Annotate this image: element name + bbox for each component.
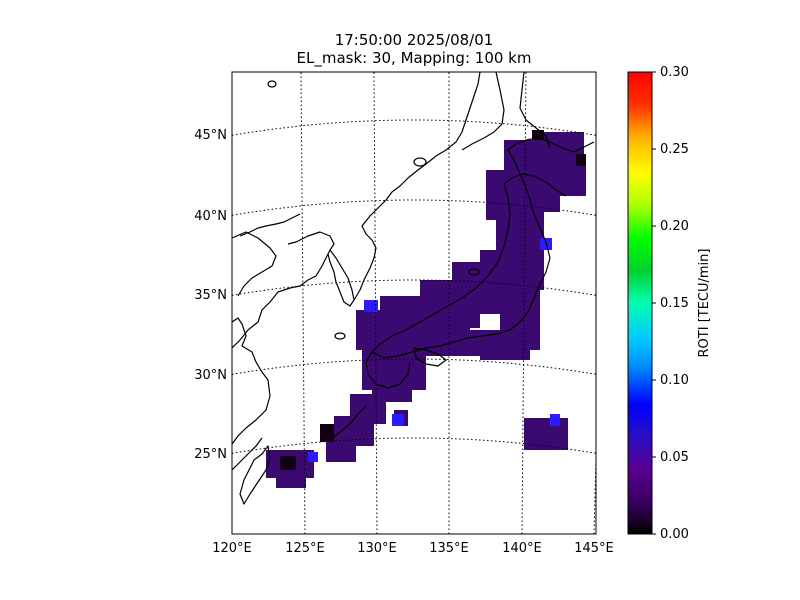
coastline-island-small: [267, 80, 277, 88]
coastline-hokkaido: [507, 137, 595, 153]
lon-tick-label: 130°E: [357, 541, 397, 556]
colorbar-tick-label: 0.10: [660, 373, 689, 388]
coastlines: [232, 72, 595, 505]
coastline-bohai: [239, 213, 301, 237]
graticule-meridian: [521, 72, 527, 534]
lon-tick-label: 145°E: [574, 541, 614, 556]
map-frame: [231, 71, 597, 535]
coastline-china-north: [232, 231, 335, 349]
coastline-ryukyu: [329, 405, 367, 441]
roti-cell: [276, 470, 306, 488]
colorbar-tick-label: 0.25: [660, 142, 689, 157]
lat-tick-label: 35°N: [194, 288, 227, 303]
lat-tick-label: 25°N: [194, 447, 227, 462]
graticule: [232, 72, 596, 534]
coastline-hokkaido-south: [503, 173, 567, 197]
lat-tick-label: 40°N: [194, 209, 227, 224]
roti-cell: [480, 330, 530, 360]
coastline-island-sado: [468, 268, 480, 276]
colorbar-tick-label: 0.30: [660, 65, 689, 80]
coastline-lake: [413, 157, 427, 167]
roti-cell: [520, 180, 560, 212]
map-title: 17:50:00 2025/08/01: [334, 31, 494, 49]
lon-tick-labels: 120°E 125°E 130°E 135°E 140°E 145°E: [212, 541, 614, 556]
graticule-parallel: [232, 279, 596, 296]
coastline-shikoku: [413, 347, 447, 367]
lat-tick-label: 30°N: [194, 368, 227, 383]
roti-cell: [320, 424, 334, 442]
colorbar: [627, 71, 653, 535]
colorbar-tick-label: 0.00: [660, 527, 689, 542]
coastline-sakhalin-east: [519, 72, 551, 149]
roti-cell: [550, 414, 560, 426]
coastline-island-jeju: [334, 332, 346, 340]
colorbar-tick-label: 0.05: [660, 450, 689, 465]
lat-tick-label: 45°N: [194, 128, 227, 143]
coastline-korea: [327, 249, 355, 307]
coastline-taiwan: [239, 445, 271, 505]
coastline-china-south: [232, 437, 263, 471]
colorbar-tick-label: 0.15: [660, 296, 689, 311]
lon-tick-label: 135°E: [429, 541, 469, 556]
coastline-manchuria: [232, 231, 277, 297]
coastline-honshu: [371, 149, 551, 359]
graticule-meridian: [300, 72, 306, 534]
roti-cell: [524, 418, 568, 450]
roti-cell: [576, 154, 586, 166]
map-content: [232, 72, 596, 534]
roti-cell: [392, 414, 404, 426]
roti-cell: [308, 452, 318, 462]
lon-tick-label: 125°E: [285, 541, 325, 556]
roti-cell: [280, 456, 296, 470]
coastline-kyushu: [365, 351, 411, 389]
coastline-mainland: [232, 317, 271, 445]
colorbar-ticks: 0.00 0.05 0.10 0.15 0.20 0.25 0.30: [652, 65, 689, 542]
coastline-korea-east: [353, 72, 481, 301]
lon-tick-label: 120°E: [212, 541, 252, 556]
roti-cells: [266, 130, 586, 488]
map-subtitle: EL_mask: 30, Mapping: 100 km: [296, 49, 532, 67]
lat-tick-labels: 25°N 30°N 35°N 40°N 45°N: [194, 128, 227, 462]
coastline-sakhalin: [461, 72, 505, 151]
graticule-meridian: [373, 72, 378, 534]
roti-cell: [364, 300, 378, 312]
roti-cell: [532, 130, 544, 140]
colorbar-tick-label: 0.20: [660, 219, 689, 234]
colorbar-label: ROTI [TECU/min]: [697, 249, 712, 358]
lon-tick-label: 140°E: [502, 541, 542, 556]
coastline-honshu-north: [371, 183, 511, 353]
